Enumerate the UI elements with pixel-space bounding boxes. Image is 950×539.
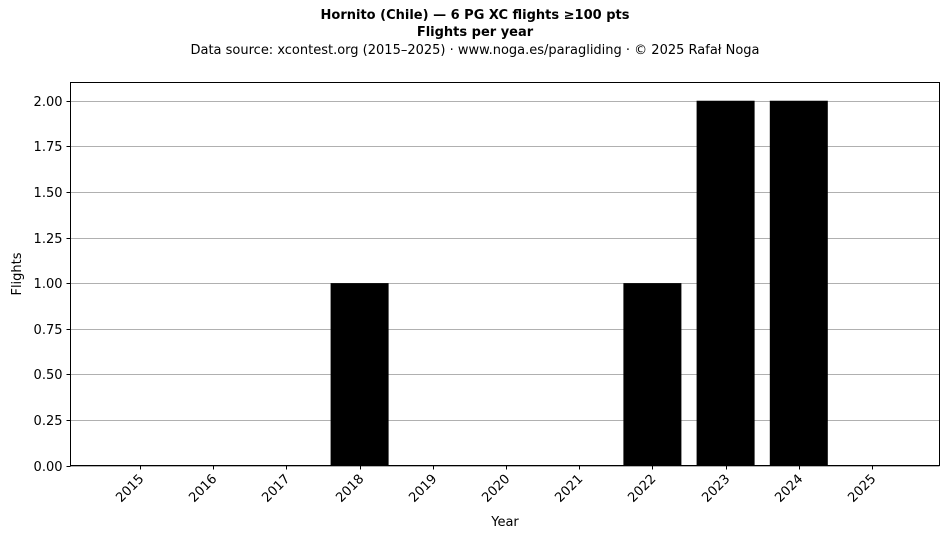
y-tick-label: 1.50: [34, 186, 63, 201]
x-tick-label: 2024: [772, 472, 806, 506]
y-axis-label: Flights: [10, 252, 25, 295]
y-tick-label: 0.00: [34, 460, 63, 475]
y-tick-label: 0.75: [34, 323, 63, 338]
bar-2022: [623, 283, 682, 466]
x-tick-label: 2018: [333, 472, 367, 506]
y-tick-label: 0.25: [34, 414, 63, 429]
x-axis: 2015 2016 2017 2018 2019 2020 2021 2022 2023 2024…: [113, 465, 879, 506]
x-tick-label: 2022: [625, 472, 659, 506]
x-tick-label: 2015: [113, 472, 147, 506]
y-tick-label: 1.25: [34, 232, 63, 247]
chart-title: Hornito (Chile) — 6 PG XC flights ≥100 p…: [320, 8, 630, 23]
x-tick-label: 2023: [699, 472, 733, 506]
x-axis-label: Year: [490, 515, 519, 530]
bar-2018: [330, 283, 389, 466]
chart-subtitle: Flights per year: [416, 25, 534, 40]
y-axis: 0.00 0.25 0.50 0.75 1.00 1.25 1.50 1.75 2.00: [34, 95, 71, 475]
x-tick-label: 2021: [552, 472, 586, 506]
chart-source-line: Data source: xcontest.org (2015–2025) · …: [190, 43, 760, 58]
y-tick-label: 0.50: [34, 368, 63, 383]
bar-2024: [769, 100, 828, 466]
y-tick-label: 2.00: [34, 95, 63, 110]
plot-frame: [70, 82, 940, 466]
x-tick-label: 2019: [406, 472, 440, 506]
x-tick-label: 2016: [186, 472, 220, 506]
bar-2023: [696, 100, 755, 466]
y-tick-label: 1.00: [34, 277, 63, 292]
y-tick-label: 1.75: [34, 140, 63, 155]
x-tick-label: 2017: [259, 472, 293, 506]
x-tick-label: 2025: [845, 472, 879, 506]
x-tick-label: 2020: [479, 472, 513, 506]
bars: [330, 100, 828, 466]
